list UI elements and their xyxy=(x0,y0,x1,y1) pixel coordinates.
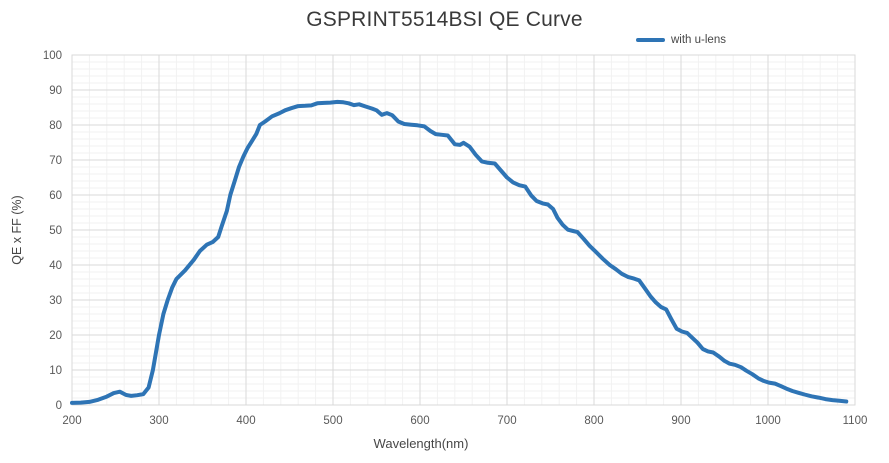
qe-curve-line xyxy=(70,99,849,405)
chart-title: GSPRINT5514BSI QE Curve xyxy=(306,8,583,31)
y-tick-label: 0 xyxy=(56,400,62,412)
y-tick-label: 100 xyxy=(43,50,62,62)
y-tick-label: 30 xyxy=(49,295,62,307)
y-axis-tick-labels: 0 10 20 30 40 50 60 70 80 90 100 xyxy=(43,50,62,412)
x-tick-label: 500 xyxy=(323,415,342,427)
y-tick-label: 90 xyxy=(49,85,62,97)
x-axis-tick-labels: 200 300 400 500 600 700 800 900 1000 1100 xyxy=(62,415,867,427)
x-tick-label: 300 xyxy=(149,415,168,427)
y-tick-label: 10 xyxy=(49,365,62,377)
y-tick-label: 40 xyxy=(49,260,62,272)
x-tick-label: 900 xyxy=(671,415,690,427)
x-axis-label: Wavelength(nm) xyxy=(373,436,469,451)
x-tick-label: 1000 xyxy=(755,415,781,427)
legend: with u-lens xyxy=(636,34,726,46)
y-tick-label: 80 xyxy=(49,120,62,132)
y-tick-label: 20 xyxy=(49,330,62,342)
grid-major-lines xyxy=(71,54,856,406)
x-tick-label: 800 xyxy=(584,415,603,427)
plot-border xyxy=(71,54,856,406)
y-tick-label: 60 xyxy=(49,190,62,202)
x-tick-label: 200 xyxy=(62,415,81,427)
legend-line-swatch-icon xyxy=(636,38,665,42)
x-tick-label: 400 xyxy=(236,415,255,427)
y-tick-label: 70 xyxy=(49,155,62,167)
x-tick-label: 700 xyxy=(497,415,516,427)
y-tick-label: 50 xyxy=(49,225,62,237)
legend-series-label: with u-lens xyxy=(671,34,726,46)
series-line-with-u-lens xyxy=(70,99,849,405)
x-tick-label: 600 xyxy=(410,415,429,427)
x-tick-label: 1100 xyxy=(843,415,868,427)
plot-border-rect xyxy=(71,54,856,406)
